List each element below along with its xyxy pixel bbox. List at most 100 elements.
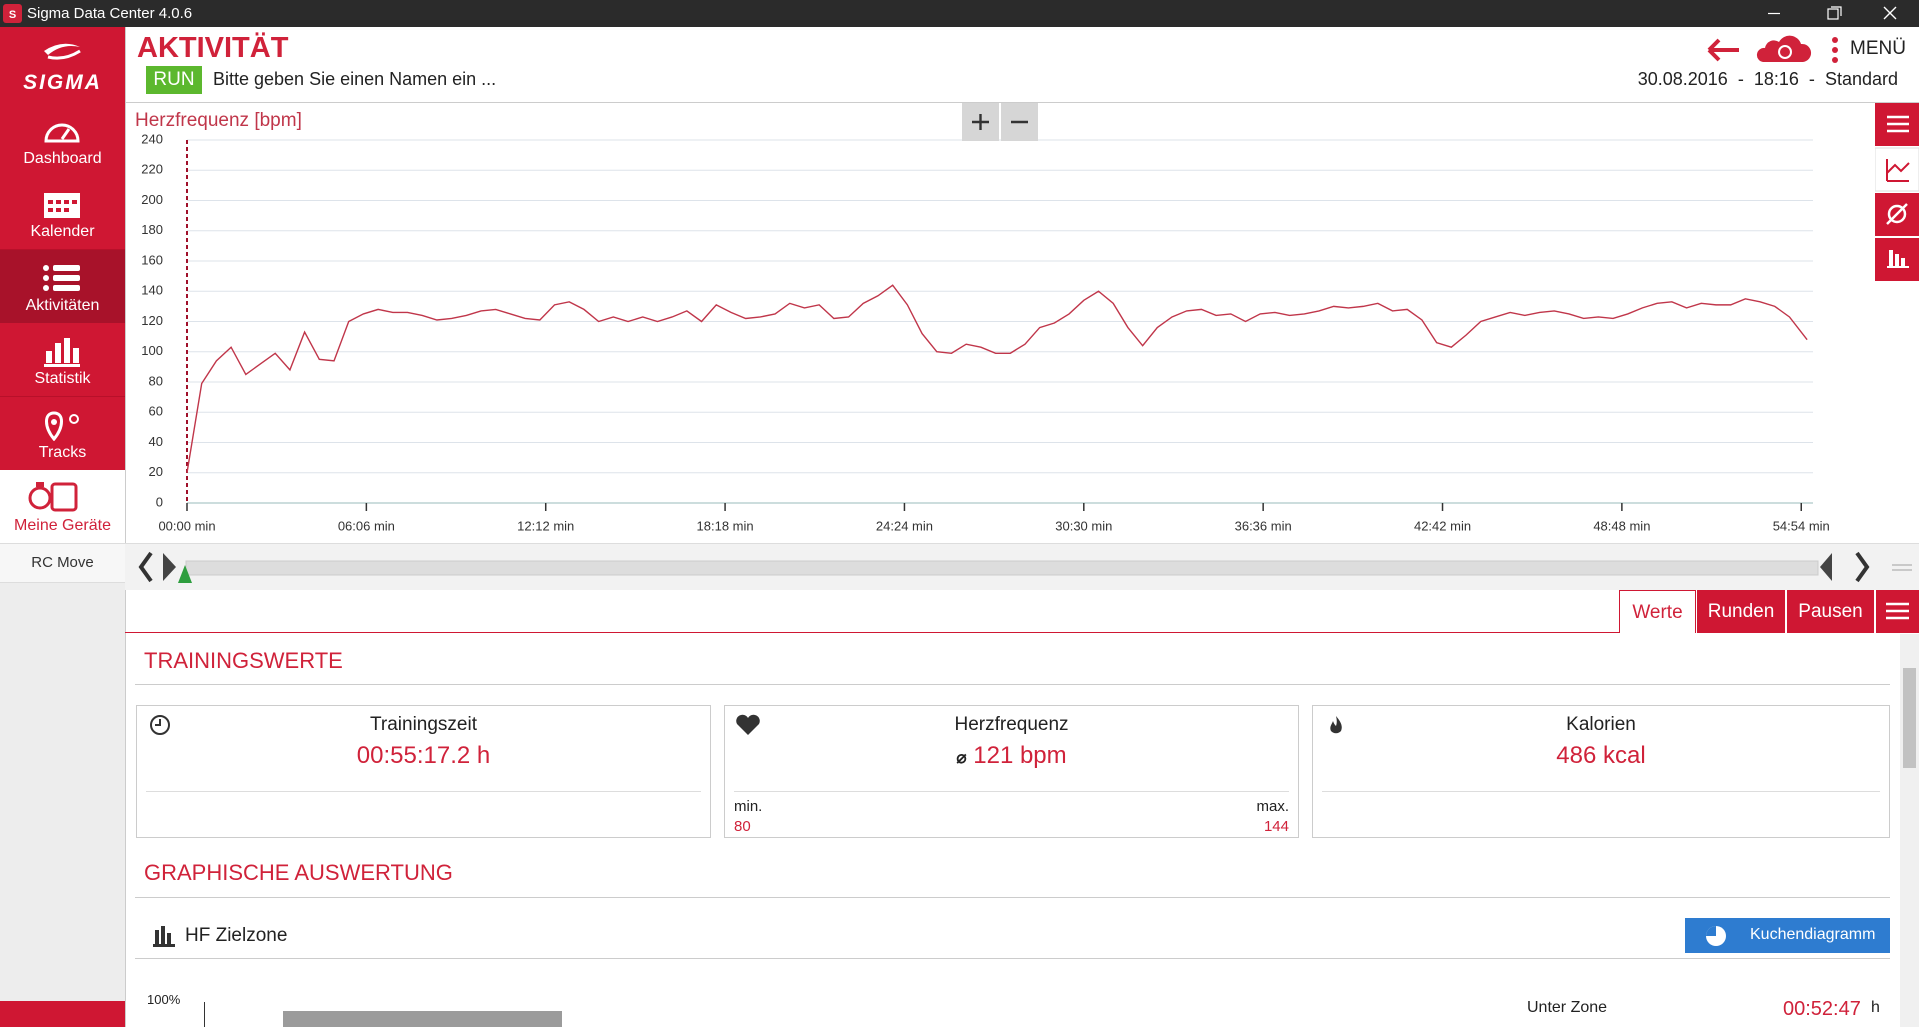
nav-icon — [44, 123, 80, 143]
card-value: 121 bpm — [973, 742, 1067, 769]
tab[interactable]: Runden — [1697, 590, 1785, 633]
app-icon: S — [3, 4, 22, 23]
device-item[interactable]: RC Move — [0, 544, 125, 583]
x-tick-label: 30:30 min — [1055, 518, 1112, 533]
min-label: min. — [734, 798, 763, 815]
window-controls[interactable] — [1750, 0, 1919, 27]
y-tick-label: 200 — [141, 192, 163, 207]
zoom-buttons[interactable] — [962, 103, 1038, 141]
title-bar: S Sigma Data Center 4.0.6 — [0, 0, 1919, 27]
profile: Standard — [1824, 69, 1898, 89]
x-tick-label: 42:42 min — [1414, 518, 1471, 533]
scrubber-controls[interactable] — [130, 547, 1919, 589]
svg-text:S: S — [9, 9, 16, 21]
avg-symbol: ⌀ — [956, 748, 967, 767]
page-title: AKTIVITÄT — [137, 32, 289, 64]
zone-time: 00:52:47 — [1783, 998, 1861, 1020]
stat-card: Trainingszeit 00:55:17.2 h — [136, 705, 711, 838]
sidebar-footer — [0, 1001, 125, 1027]
zone-axis-label: 100% — [147, 992, 181, 1007]
y-tick-label: 120 — [141, 313, 163, 328]
y-tick-label: 0 — [156, 494, 163, 509]
card-rule — [734, 791, 1289, 792]
y-tick-label: 20 — [149, 464, 163, 479]
chart-title: Herzfrequenz [bpm] — [135, 110, 302, 131]
header-rule — [125, 102, 1919, 103]
x-tick-label: 06:06 min — [338, 518, 395, 533]
clock-icon — [150, 715, 170, 735]
zone-unit: h — [1871, 999, 1880, 1016]
y-tick-label: 60 — [149, 404, 163, 419]
nav-icon — [44, 338, 80, 367]
card-rule — [1322, 791, 1880, 792]
separator: - — [1737, 69, 1744, 89]
tab[interactable]: Pausen — [1787, 590, 1874, 633]
nav-icon — [45, 411, 79, 441]
tab-active[interactable]: Werte — [1619, 590, 1696, 633]
y-tick-label: 140 — [141, 283, 163, 298]
bar-icon — [153, 926, 175, 947]
y-tick-label: 40 — [149, 434, 163, 449]
chart-toolbar[interactable] — [1875, 103, 1919, 281]
nav-item[interactable]: Kalender — [0, 176, 125, 250]
card-rule — [146, 791, 701, 792]
brand: SIGMA — [23, 71, 102, 94]
date: 30.08.2016 — [1637, 69, 1728, 89]
zone-bar — [283, 1011, 562, 1027]
x-tick-label: 00:00 min — [158, 518, 215, 533]
nav-item[interactable]: Meine Geräte — [0, 470, 125, 544]
card-title: Kalorien — [1566, 714, 1636, 735]
nav-item-active[interactable]: Aktivitäten — [0, 250, 125, 324]
y-tick-label: 180 — [141, 222, 163, 237]
menu-dots[interactable] — [1831, 36, 1839, 64]
card-value-line: ⌀ 121 bpm — [725, 742, 1298, 770]
max-label: max. — [1256, 798, 1289, 815]
subheading: HF Zielzone — [185, 925, 288, 946]
separator: - — [1808, 69, 1815, 89]
section-rule — [135, 897, 1890, 898]
nav-label: Meine Geräte — [14, 517, 111, 534]
x-tick-label: 36:36 min — [1235, 518, 1292, 533]
nav-item[interactable]: Statistik — [0, 323, 125, 397]
card-title: Trainingszeit — [369, 714, 477, 735]
time: 18:16 — [1753, 69, 1799, 89]
nav-icon — [43, 265, 80, 291]
nav-label: Tracks — [38, 444, 87, 461]
nav-icon — [44, 193, 80, 218]
menu-label[interactable]: MENÜ — [1850, 38, 1906, 59]
sport-badge[interactable]: RUN — [146, 66, 202, 94]
y-tick-label: 160 — [141, 252, 163, 267]
tab-list-button[interactable] — [1876, 590, 1919, 633]
nav-item[interactable]: Dashboard — [0, 103, 125, 177]
nav-item[interactable]: Tracks — [0, 397, 125, 471]
nav-label: Aktivitäten — [25, 297, 100, 314]
nav-icon — [28, 482, 78, 512]
data-line — [186, 284, 1808, 473]
window-title: Sigma Data Center 4.0.6 — [27, 5, 193, 22]
card-title: Herzfrequenz — [954, 714, 1069, 735]
zone-axis — [204, 1002, 205, 1027]
heart-icon — [736, 714, 760, 735]
scrollbar[interactable] — [1900, 634, 1919, 1027]
y-tick-label: 240 — [141, 131, 163, 146]
y-tick-label: 80 — [149, 373, 163, 388]
stat-card: Herzfrequenz ⌀ 121 bpm min. 80 max. 144 — [724, 705, 1299, 838]
y-tick-label: 100 — [141, 343, 163, 358]
header-icons[interactable] — [1705, 34, 1835, 66]
min-value: 80 — [734, 818, 751, 835]
scroll-thumb[interactable] — [1903, 668, 1916, 768]
tab-rule — [125, 632, 1619, 633]
heart-rate-chart: Herzfrequenz [bpm] 0 20 40 60 80 100 120 140 160… — [135, 110, 1830, 533]
pie-icon — [1706, 926, 1726, 946]
x-tick-label: 24:24 min — [876, 518, 933, 533]
stat-card: Kalorien 486 kcal — [1312, 705, 1890, 838]
pie-chart-button[interactable]: Kuchendiagramm — [1685, 918, 1890, 953]
x-tick-label: 18:18 min — [697, 518, 754, 533]
flame-icon — [1330, 716, 1342, 734]
card-value: 486 kcal — [1556, 742, 1646, 769]
section-rule — [135, 684, 1890, 685]
nav-label: Dashboard — [23, 150, 102, 167]
button-label: Kuchendiagramm — [1750, 926, 1876, 943]
activity-name-input[interactable]: Bitte geben Sie einen Namen ein ... — [213, 69, 497, 89]
